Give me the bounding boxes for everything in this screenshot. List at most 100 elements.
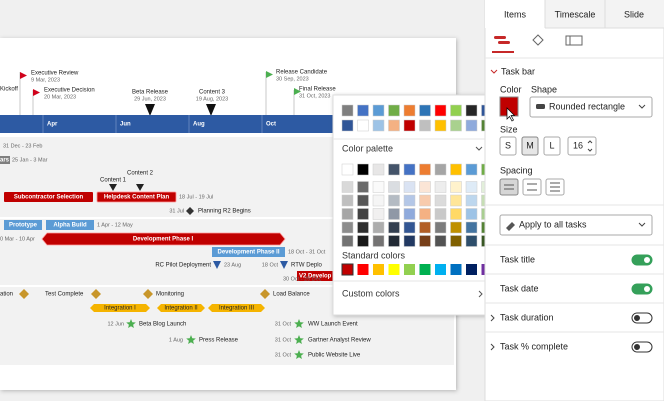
color-swatch[interactable] [357,235,369,247]
item-type-icons[interactable] [492,34,583,53]
color-swatch[interactable] [388,194,400,207]
apply-button[interactable] [499,214,653,236]
spacing-button[interactable] [522,178,542,196]
color-swatch[interactable] [388,119,400,132]
color-swatch[interactable] [341,263,354,276]
color-swatch[interactable] [388,235,400,247]
color-swatch[interactable] [341,194,354,207]
color-swatch[interactable] [419,208,431,220]
task-bar[interactable] [41,232,286,246]
color-swatch[interactable] [434,181,447,193]
color-swatch[interactable] [434,119,447,132]
color-swatch[interactable] [388,264,400,275]
milestone-marker[interactable] [109,184,144,191]
color-swatch[interactable] [388,104,400,117]
color-swatch[interactable] [403,194,416,207]
color-swatch[interactable] [419,264,431,275]
color-swatch[interactable] [465,163,478,176]
color-swatch[interactable] [419,235,431,247]
milestone-marker[interactable] [186,207,194,215]
color-swatch[interactable] [450,119,462,132]
color-swatch[interactable] [403,235,416,247]
color-swatch[interactable] [341,181,354,193]
milestone-marker[interactable] [213,261,288,269]
color-swatch[interactable] [450,163,462,176]
color-swatch[interactable] [403,104,416,117]
color-swatch[interactable] [450,194,462,207]
color-swatch[interactable] [450,181,462,193]
color-swatch[interactable] [450,104,462,117]
color-swatch[interactable] [465,235,478,247]
color-swatch[interactable] [419,221,431,234]
color-swatch[interactable] [465,208,478,220]
star[interactable] [294,319,304,328]
color-swatch[interactable] [372,235,385,247]
color-swatch[interactable] [404,264,415,275]
color-swatch[interactable] [419,163,431,176]
color-swatch[interactable] [419,194,431,207]
tab[interactable]: Items [504,9,527,19]
color-swatch[interactable] [419,104,431,117]
color-swatch[interactable] [403,119,416,132]
color-swatch[interactable] [465,104,478,117]
task-bar[interactable] [0,156,10,164]
color-swatch[interactable] [465,119,478,132]
star[interactable] [186,335,196,344]
palette-header[interactable]: Color palette [342,143,393,153]
color-swatch[interactable] [450,208,462,220]
color-swatch[interactable] [403,221,416,234]
task-bar[interactable] [96,191,177,203]
spacing-button[interactable] [499,178,519,196]
color-swatch[interactable] [435,264,446,275]
color-swatch[interactable] [372,194,385,207]
color-swatch[interactable] [434,163,447,176]
color-swatch[interactable] [450,264,462,275]
color-swatch[interactable] [357,208,369,220]
color-swatch[interactable] [372,119,385,132]
color-swatch[interactable] [357,221,369,234]
star[interactable] [294,335,304,344]
color-swatch[interactable] [372,104,385,117]
color-swatch[interactable] [403,163,416,176]
color-swatch[interactable] [403,208,416,220]
color-swatch[interactable] [357,194,369,207]
color-swatch[interactable] [465,194,478,207]
milestone-stars[interactable] [126,319,304,359]
color-swatch[interactable] [372,163,385,176]
shape-dropdown[interactable] [529,96,653,118]
color-swatch[interactable] [341,163,354,176]
color-swatch[interactable] [450,221,462,234]
color-swatch[interactable] [357,264,369,275]
star[interactable] [294,350,304,359]
color-swatch[interactable] [341,221,354,234]
color-swatch[interactable] [450,235,462,247]
color-swatch[interactable] [373,264,384,275]
color-swatch[interactable] [465,221,478,234]
color-swatch[interactable] [388,163,400,176]
task-bar[interactable] [46,220,94,230]
color-swatch[interactable] [388,221,400,234]
task-bar[interactable] [4,220,42,230]
star[interactable] [126,319,136,328]
color-swatch[interactable] [466,264,477,275]
color-swatch[interactable] [341,208,354,220]
section-title[interactable]: Task bar [501,66,535,76]
tab[interactable]: Slide [624,9,644,19]
size-button[interactable] [499,136,517,156]
color-swatch[interactable] [341,235,354,247]
color-swatch[interactable] [372,221,385,234]
color-swatch[interactable] [434,208,447,220]
color-swatch[interactable] [434,194,447,207]
color-swatch[interactable] [372,181,385,193]
size-button[interactable] [521,136,539,156]
color-swatch[interactable] [357,104,369,117]
color-swatch[interactable] [434,104,447,117]
task-bar[interactable] [212,247,285,257]
color-swatch[interactable] [388,181,400,193]
color-swatch[interactable] [341,104,354,117]
task-bars[interactable] [90,304,265,312]
color-swatch[interactable] [357,181,369,193]
milestone-markers[interactable] [19,289,270,299]
color-swatch[interactable] [419,181,431,193]
task-bar[interactable] [297,271,333,281]
